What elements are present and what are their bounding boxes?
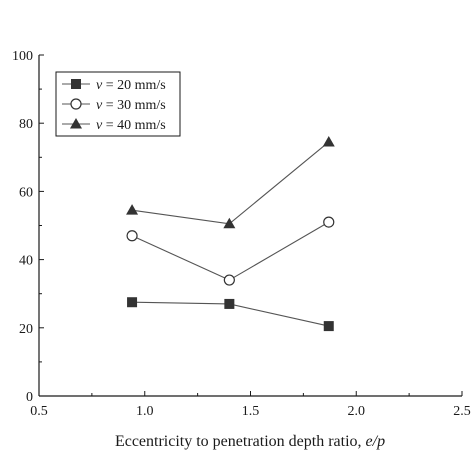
data-point [223,217,236,229]
y-tick-label: 100 [12,49,33,64]
x-tick-label: 2.0 [348,404,366,419]
data-point [224,298,235,309]
series-line [131,221,330,281]
series-2 [126,216,335,286]
x-axis-title-variable: e/p [366,433,386,450]
legend-variable: v [96,98,103,113]
y-tick-label: 40 [19,254,33,269]
series-line [131,141,330,225]
y-tick-label: 0 [26,390,33,405]
legend-variable: v [96,78,103,93]
data-point [126,230,138,242]
series-layer [126,135,335,332]
legend-variable: v [96,118,103,133]
legend-value: = 20 mm/s [102,78,166,93]
data-point [322,135,335,147]
data-point [323,321,334,332]
legend-value: = 40 mm/s [102,118,166,133]
y-tick-label: 60 [19,185,33,200]
x-axis-title: Eccentricity to penetration depth ratio,… [115,433,385,450]
legend-label: v = 20 mm/s [96,78,166,93]
legend: v = 20 mm/sv = 30 mm/sv = 40 mm/s [55,71,181,137]
y-tick-label: 80 [19,117,33,132]
legend-label: v = 40 mm/s [96,118,166,133]
series-1 [127,297,334,332]
legend-value: = 30 mm/s [102,98,166,113]
data-point [323,216,335,228]
legend-item: v = 20 mm/s [62,78,166,93]
data-point [223,274,235,286]
axes: 0 20 40 60 80 100 0.5 1.0 1.5 2.0 2.5 [12,49,471,419]
x-tick-label: 0.5 [30,404,48,419]
legend-label: v = 30 mm/s [96,98,166,113]
legend-item: v = 30 mm/s [62,98,166,113]
x-tick-label: 1.0 [136,404,154,419]
x-tick-label: 1.5 [242,404,260,419]
legend-marker [70,118,82,129]
x-axis-title-text: Eccentricity to penetration depth ratio, [115,433,366,450]
legend-marker [70,98,82,110]
data-point [127,297,138,308]
legend-marker [71,79,81,89]
x-tick-label: 2.5 [453,404,471,419]
legend-item: v = 40 mm/s [62,118,166,133]
data-point [126,204,139,215]
series-3 [126,135,335,229]
y-tick-label: 20 [19,322,33,337]
